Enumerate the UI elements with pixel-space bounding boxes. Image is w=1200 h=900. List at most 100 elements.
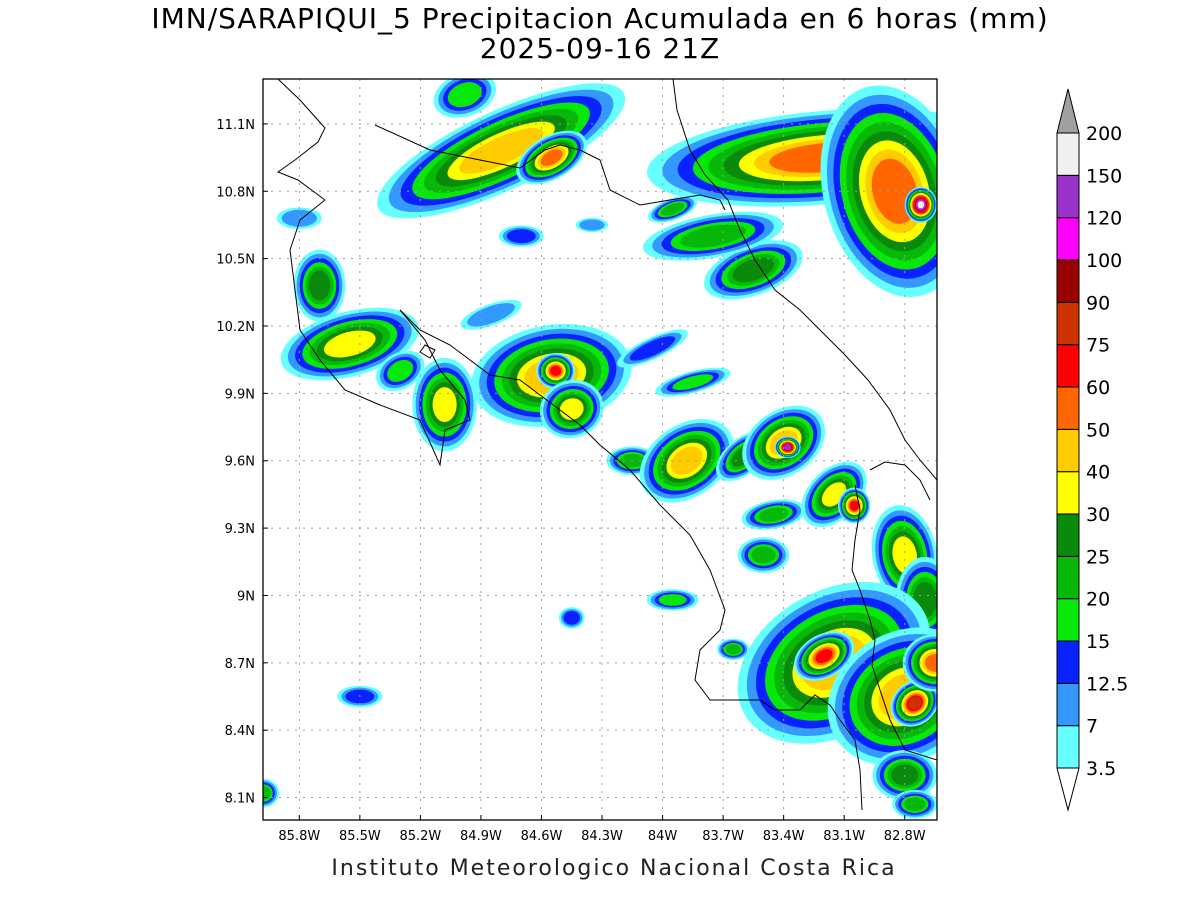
colorbar-label: 40 (1086, 462, 1110, 484)
bocas-coast (869, 461, 931, 501)
precip-contour (308, 270, 331, 301)
lon-label: 84.6W (521, 829, 563, 844)
precip-cell (794, 631, 854, 681)
precip-cell (820, 85, 937, 297)
precip-contour (563, 611, 581, 625)
lat-lon-grid (263, 79, 937, 820)
lon-label: 84.3W (581, 829, 623, 844)
colorbar-label: 100 (1086, 250, 1122, 272)
map-frame (262, 78, 938, 821)
colorbar-label: 30 (1086, 504, 1110, 526)
precip-contour (387, 359, 414, 382)
colorbar-swatch (1056, 174, 1080, 219)
precip-contour (732, 257, 774, 283)
precip-contour (725, 644, 741, 655)
precip-cell (741, 499, 806, 530)
colorbar-label: 15 (1086, 631, 1110, 653)
precip-cell (558, 607, 585, 629)
precip-contour (506, 229, 536, 244)
precip-contour (263, 786, 271, 800)
lat-label: 9N (237, 589, 255, 604)
colorbar-label: 20 (1086, 589, 1110, 611)
precip-contour (917, 201, 925, 209)
precip-contour (323, 330, 376, 358)
colorbar-swatch (1056, 598, 1080, 642)
colorbar-label: 90 (1086, 292, 1110, 314)
colorbar-swatch (1056, 217, 1080, 261)
lon-label: 84.9W (460, 829, 502, 844)
precip-contour (629, 336, 676, 361)
colorbar-label: 7 (1086, 716, 1098, 738)
precip-contour (849, 500, 859, 511)
map-title: IMN/SARAPIQUI_5 Precipitacion Acumulada … (151, 2, 1049, 35)
nicaragua-border (374, 124, 726, 211)
precip-cell (293, 249, 346, 322)
precip-contour (658, 594, 687, 606)
lat-label: 9.3N (225, 522, 255, 537)
colorbar-swatch (1056, 725, 1080, 769)
precip-contour (447, 82, 482, 108)
colorbar-swatch (1056, 640, 1080, 684)
precip-contour (784, 444, 791, 450)
lat-label: 9.6N (225, 455, 255, 470)
precip-contour (432, 387, 457, 423)
lon-label: 85.8W (278, 829, 320, 844)
precip-contour (661, 202, 685, 216)
precipitation-field (263, 79, 937, 819)
colorbar-label: 75 (1086, 335, 1110, 357)
colorbar-swatch (1056, 344, 1080, 388)
precip-cell (460, 299, 522, 330)
precip-contour (925, 653, 937, 672)
precip-cell (655, 367, 731, 397)
precip-cell (646, 589, 699, 611)
precip-cell (872, 749, 937, 801)
gulf-of-nicoya (399, 309, 726, 631)
colorbar-upper-arrow (1056, 88, 1080, 134)
precip-cell (433, 79, 497, 118)
caribbean-coast (672, 79, 937, 481)
lat-label: 10.2N (216, 320, 255, 335)
colorbar-label: 150 (1086, 165, 1122, 187)
colorbar-label: 60 (1086, 377, 1110, 399)
colorbar-swatch (1056, 428, 1080, 473)
nicaragua-coast (276, 79, 326, 201)
precip-cell (376, 350, 425, 392)
precip-contour (467, 303, 515, 327)
precip-cell (737, 537, 790, 573)
colorbar-swatch (1056, 386, 1080, 430)
precip-cell (774, 436, 801, 459)
lon-label: 85.2W (399, 829, 441, 844)
lon-label: 84W (648, 829, 678, 844)
precip-cell (539, 379, 604, 439)
precip-contour (751, 546, 776, 564)
precip-cell (617, 329, 688, 368)
colorbar-label: 120 (1086, 208, 1122, 230)
colorbar-label: 12.5 (1086, 673, 1128, 695)
lat-label: 8.1N (225, 792, 255, 807)
precip-contour (679, 224, 747, 248)
precip-cell (412, 357, 477, 452)
axis-labels: 11.1N 10.8N 10.5N 10.2N 9.9N 9.6N 9.3N 9N 8.7N 8.… (216, 118, 925, 844)
precip-cell (377, 83, 626, 219)
colorbar-label: 200 (1086, 123, 1122, 145)
lon-label: 85.5W (339, 829, 381, 844)
colorbar-swatch (1056, 513, 1080, 557)
osa-peninsula (694, 629, 863, 811)
colorbar-swatch (1056, 132, 1080, 176)
precip-cell (904, 186, 937, 223)
precip-contour (670, 446, 703, 475)
lat-label: 10.5N (216, 253, 255, 268)
lat-label: 8.4N (225, 724, 255, 739)
colorbar-swatch (1056, 555, 1080, 600)
precip-contour (672, 374, 714, 390)
precip-cell (704, 240, 803, 300)
map-footer: Instituto Meteorologico Nacional Costa R… (331, 856, 897, 881)
lon-label: 83.7W (702, 829, 744, 844)
colorbar-swatch (1056, 471, 1080, 515)
precip-cell (648, 195, 698, 223)
precip-contour (904, 797, 926, 812)
lat-label: 11.1N (216, 118, 255, 133)
colorbar-label: 50 (1086, 419, 1110, 441)
precip-contour (908, 697, 922, 710)
